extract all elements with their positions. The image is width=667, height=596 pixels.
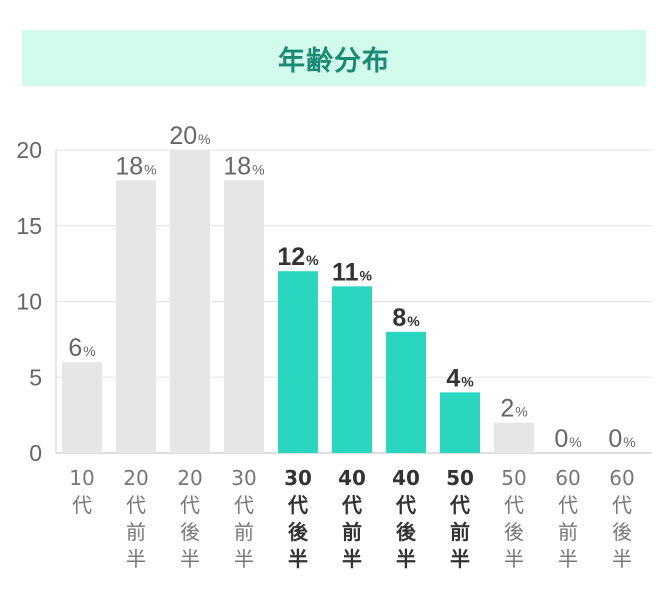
- data-label: 8%: [392, 304, 420, 332]
- bar: [116, 180, 156, 454]
- x-tick-label: 20 代後半: [177, 466, 202, 571]
- x-tick-label: 10 代: [69, 466, 94, 517]
- y-tick-label: 0: [29, 440, 42, 466]
- data-label: 0%: [554, 425, 581, 453]
- y-tick-label: 20: [16, 137, 42, 163]
- bar: [386, 331, 426, 453]
- x-tick-label: 60 代後半: [609, 466, 634, 571]
- bar: [332, 286, 372, 453]
- bar: [278, 271, 318, 453]
- bar: [62, 362, 102, 453]
- chart-title: 年齢分布: [278, 45, 390, 77]
- bar: [224, 180, 264, 454]
- y-tick-label: 10: [16, 289, 42, 315]
- data-label: 11%: [332, 258, 372, 286]
- bar: [440, 392, 480, 453]
- data-label: 18%: [115, 152, 156, 180]
- chart-title-banner: 年齢分布: [22, 30, 646, 86]
- y-tick-label: 15: [16, 213, 42, 239]
- x-tick-label: 50 代前半: [446, 466, 474, 571]
- x-tick-label: 40 代後半: [392, 466, 420, 571]
- data-label: 12%: [277, 243, 319, 271]
- data-label: 2%: [500, 395, 527, 423]
- x-tick-label: 50 代後半: [501, 466, 526, 571]
- x-tick-label: 30 代後半: [284, 466, 312, 571]
- data-label: 4%: [446, 364, 474, 392]
- x-tick-label: 40 代前半: [338, 466, 366, 571]
- data-label: 20%: [169, 122, 210, 150]
- bar: [170, 150, 210, 453]
- data-label: 6%: [68, 334, 95, 362]
- x-tick-label: 30 代前半: [231, 466, 256, 571]
- data-label: 18%: [223, 152, 264, 180]
- x-tick-label: 20 代前半: [123, 466, 148, 571]
- data-label: 0%: [608, 425, 635, 453]
- x-tick-label: 60 代前半: [555, 466, 580, 571]
- y-tick-label: 5: [29, 364, 42, 390]
- bar: [494, 422, 534, 453]
